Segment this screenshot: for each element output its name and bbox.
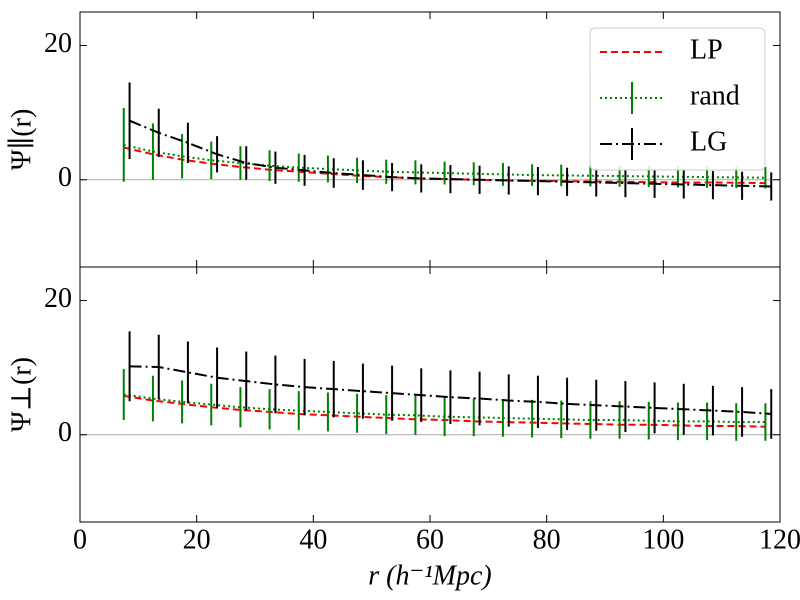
series-line [129, 119, 772, 188]
legend-box [589, 27, 766, 171]
x-tick-label: 20 [183, 524, 211, 555]
legend: LP rand LG [589, 27, 766, 171]
x-tick-label: 100 [642, 524, 684, 555]
y-tick-label: 0 [58, 417, 72, 448]
x-tick-label: 80 [533, 524, 561, 555]
x-tick-label: 60 [416, 524, 444, 555]
y-tick-label: 20 [44, 28, 72, 59]
x-tick-label: 120 [759, 524, 800, 555]
series-line [123, 143, 766, 179]
y-tick-label: 0 [58, 162, 72, 193]
legend-label: LG [690, 126, 727, 157]
legend-label: LP [690, 34, 723, 65]
x-tick-label: 40 [299, 524, 327, 555]
series-line [129, 365, 772, 415]
plot-frame [79, 266, 781, 523]
y-axis-label: Ψ∥(r) [6, 109, 37, 171]
x-axis-label: r (h⁻¹Mpc) [368, 560, 491, 591]
y-axis-label: Ψ⊥(r) [6, 357, 37, 432]
x-tick-label: 0 [73, 524, 87, 555]
series-line [123, 393, 766, 424]
legend-label: rand [690, 80, 740, 111]
y-tick-label: 20 [44, 283, 72, 314]
